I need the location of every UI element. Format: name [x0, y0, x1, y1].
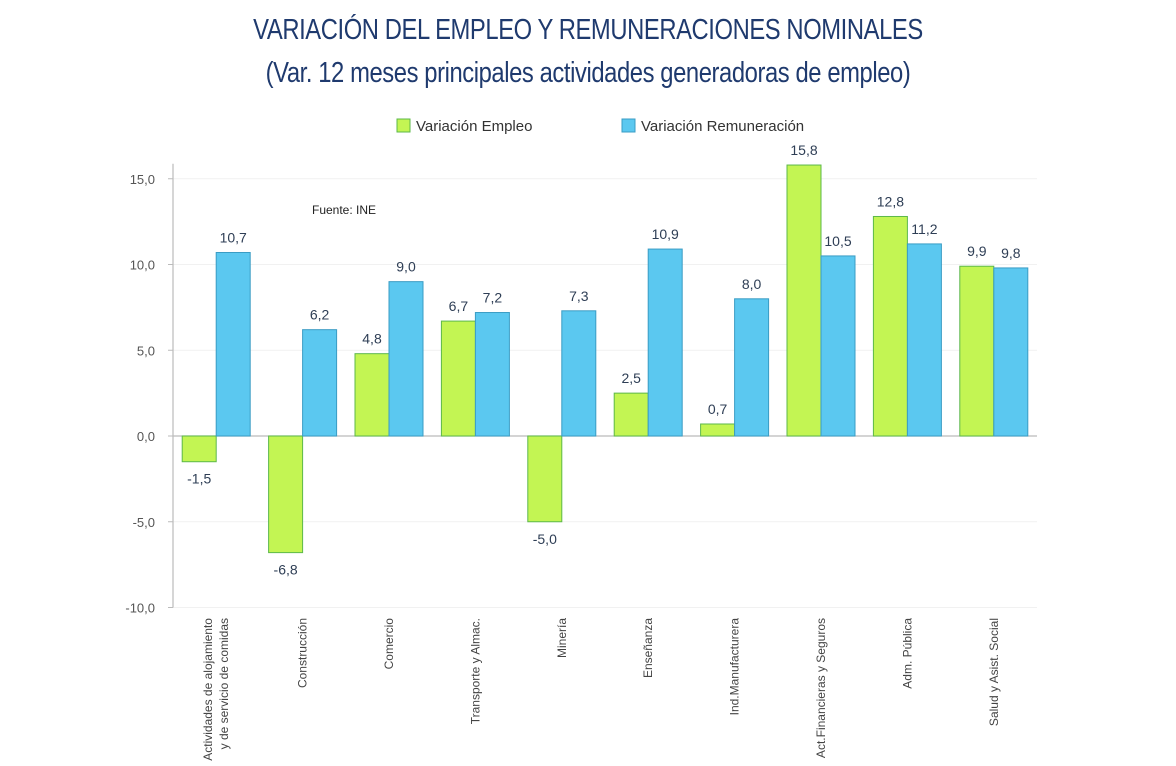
- data-label-remuneracion: 10,9: [652, 226, 679, 242]
- bar-remuneracion: [561, 310, 597, 437]
- bar-empleo: [354, 353, 390, 437]
- category-labels: Actividades de alojamiento y de servicio …: [201, 618, 1001, 761]
- x-tick-label-line: Act.Financieras y Seguros: [814, 618, 828, 758]
- legend-label-remuneracion: Variación Remuneración: [641, 118, 804, 135]
- bar-empleo: [440, 320, 476, 437]
- data-label-empleo: 4,8: [362, 331, 382, 347]
- x-tick-label: Adm. Pública: [900, 618, 914, 689]
- bar-empleo: [613, 392, 649, 437]
- data-label-empleo: 0,7: [708, 401, 728, 417]
- data-label-empleo: -6,8: [274, 562, 298, 578]
- x-tick-label: Minería: [555, 618, 569, 658]
- data-label-empleo: 15,8: [790, 142, 817, 158]
- data-labels: -1,5 10,7 -6,8 6,2 4,8 9,0 6,7 7,2 -5,0 7,3 2,5 10,…: [187, 142, 1021, 578]
- data-label-empleo: -1,5: [187, 471, 211, 487]
- x-tick-label: Salud y Asist. Social: [987, 618, 1001, 726]
- y-tick-label: -10,0: [125, 601, 155, 616]
- x-tick-label: Act.Financieras y Seguros: [814, 618, 828, 758]
- y-tick-label: 10,0: [130, 258, 155, 273]
- data-label-remuneracion: 8,0: [742, 276, 762, 292]
- bar-empleo: [268, 435, 304, 554]
- bar-remuneracion: [474, 312, 510, 437]
- source-annotation: Fuente: INE: [312, 203, 376, 217]
- data-label-remuneracion: 9,8: [1001, 245, 1021, 261]
- bar-remuneracion: [302, 329, 338, 437]
- bar-empleo: [700, 423, 736, 437]
- data-label-remuneracion: 7,2: [483, 290, 503, 306]
- legend-swatch-empleo: [396, 118, 411, 133]
- data-label-empleo: 12,8: [877, 193, 904, 209]
- x-tick-label: Ind.Manufacturera: [728, 618, 742, 716]
- bar-empleo: [872, 215, 908, 437]
- x-tick-label: Comercio: [382, 618, 396, 670]
- bar-remuneracion: [734, 298, 770, 437]
- bar-remuneracion: [820, 255, 856, 437]
- data-label-remuneracion: 9,0: [396, 259, 416, 275]
- legend: Variación Empleo Variación Remuneración: [396, 118, 804, 135]
- data-label-remuneracion: 10,7: [220, 229, 247, 245]
- x-tick-label-line: Comercio: [382, 618, 396, 670]
- x-tick-label-line: Actividades de alojamiento: [201, 618, 215, 761]
- y-tick-label: 0,0: [137, 429, 155, 444]
- chart-title: VARIACIÓN DEL EMPLEO Y REMUNERACIONES NO…: [253, 14, 923, 46]
- bar-empleo: [786, 164, 822, 437]
- y-tick-label: 5,0: [137, 343, 155, 358]
- x-tick-label: Transporte y Almac.: [468, 618, 482, 724]
- bar-empleo: [181, 435, 217, 463]
- data-label-remuneracion: 7,3: [569, 288, 589, 304]
- data-label-remuneracion: 11,2: [911, 221, 937, 237]
- bar-remuneracion: [993, 267, 1029, 437]
- x-tick-label-line: Construcción: [296, 618, 310, 688]
- data-label-empleo: 9,9: [967, 243, 987, 259]
- legend-label-empleo: Variación Empleo: [416, 118, 532, 135]
- data-label-empleo: 2,5: [621, 370, 641, 386]
- x-tick-label-line: Adm. Pública: [900, 618, 914, 689]
- y-tick-label: -5,0: [133, 515, 155, 530]
- chart-subtitle: (Var. 12 meses principales actividades g…: [265, 57, 911, 89]
- x-tick-label: Actividades de alojamiento y de servicio …: [201, 618, 231, 761]
- x-tick-label-line: y de servicio de comidas: [217, 618, 231, 749]
- x-tick-label-line: Salud y Asist. Social: [987, 618, 1001, 726]
- bar-remuneracion: [647, 248, 683, 437]
- bar-remuneracion: [388, 281, 424, 437]
- x-tick-label-line: Enseñanza: [641, 618, 655, 678]
- data-label-remuneracion: 10,5: [824, 233, 851, 249]
- x-tick-label-line: Transporte y Almac.: [468, 618, 482, 724]
- x-tick-label-line: Ind.Manufacturera: [728, 618, 742, 716]
- x-tick-label: Construcción: [296, 618, 310, 688]
- x-tick-label-line: Minería: [555, 618, 569, 658]
- data-label-empleo: -5,0: [533, 531, 557, 547]
- legend-swatch-remuneracion: [621, 118, 636, 133]
- bar-remuneracion: [906, 243, 942, 437]
- x-tick-label: Enseñanza: [641, 618, 655, 678]
- bar-remuneracion: [215, 251, 251, 437]
- bar-empleo: [959, 265, 995, 437]
- y-tick-label: 15,0: [130, 172, 155, 187]
- data-label-remuneracion: 6,2: [310, 307, 330, 323]
- bar-empleo: [527, 435, 563, 523]
- data-label-empleo: 6,7: [449, 298, 469, 314]
- bars: [181, 164, 1029, 554]
